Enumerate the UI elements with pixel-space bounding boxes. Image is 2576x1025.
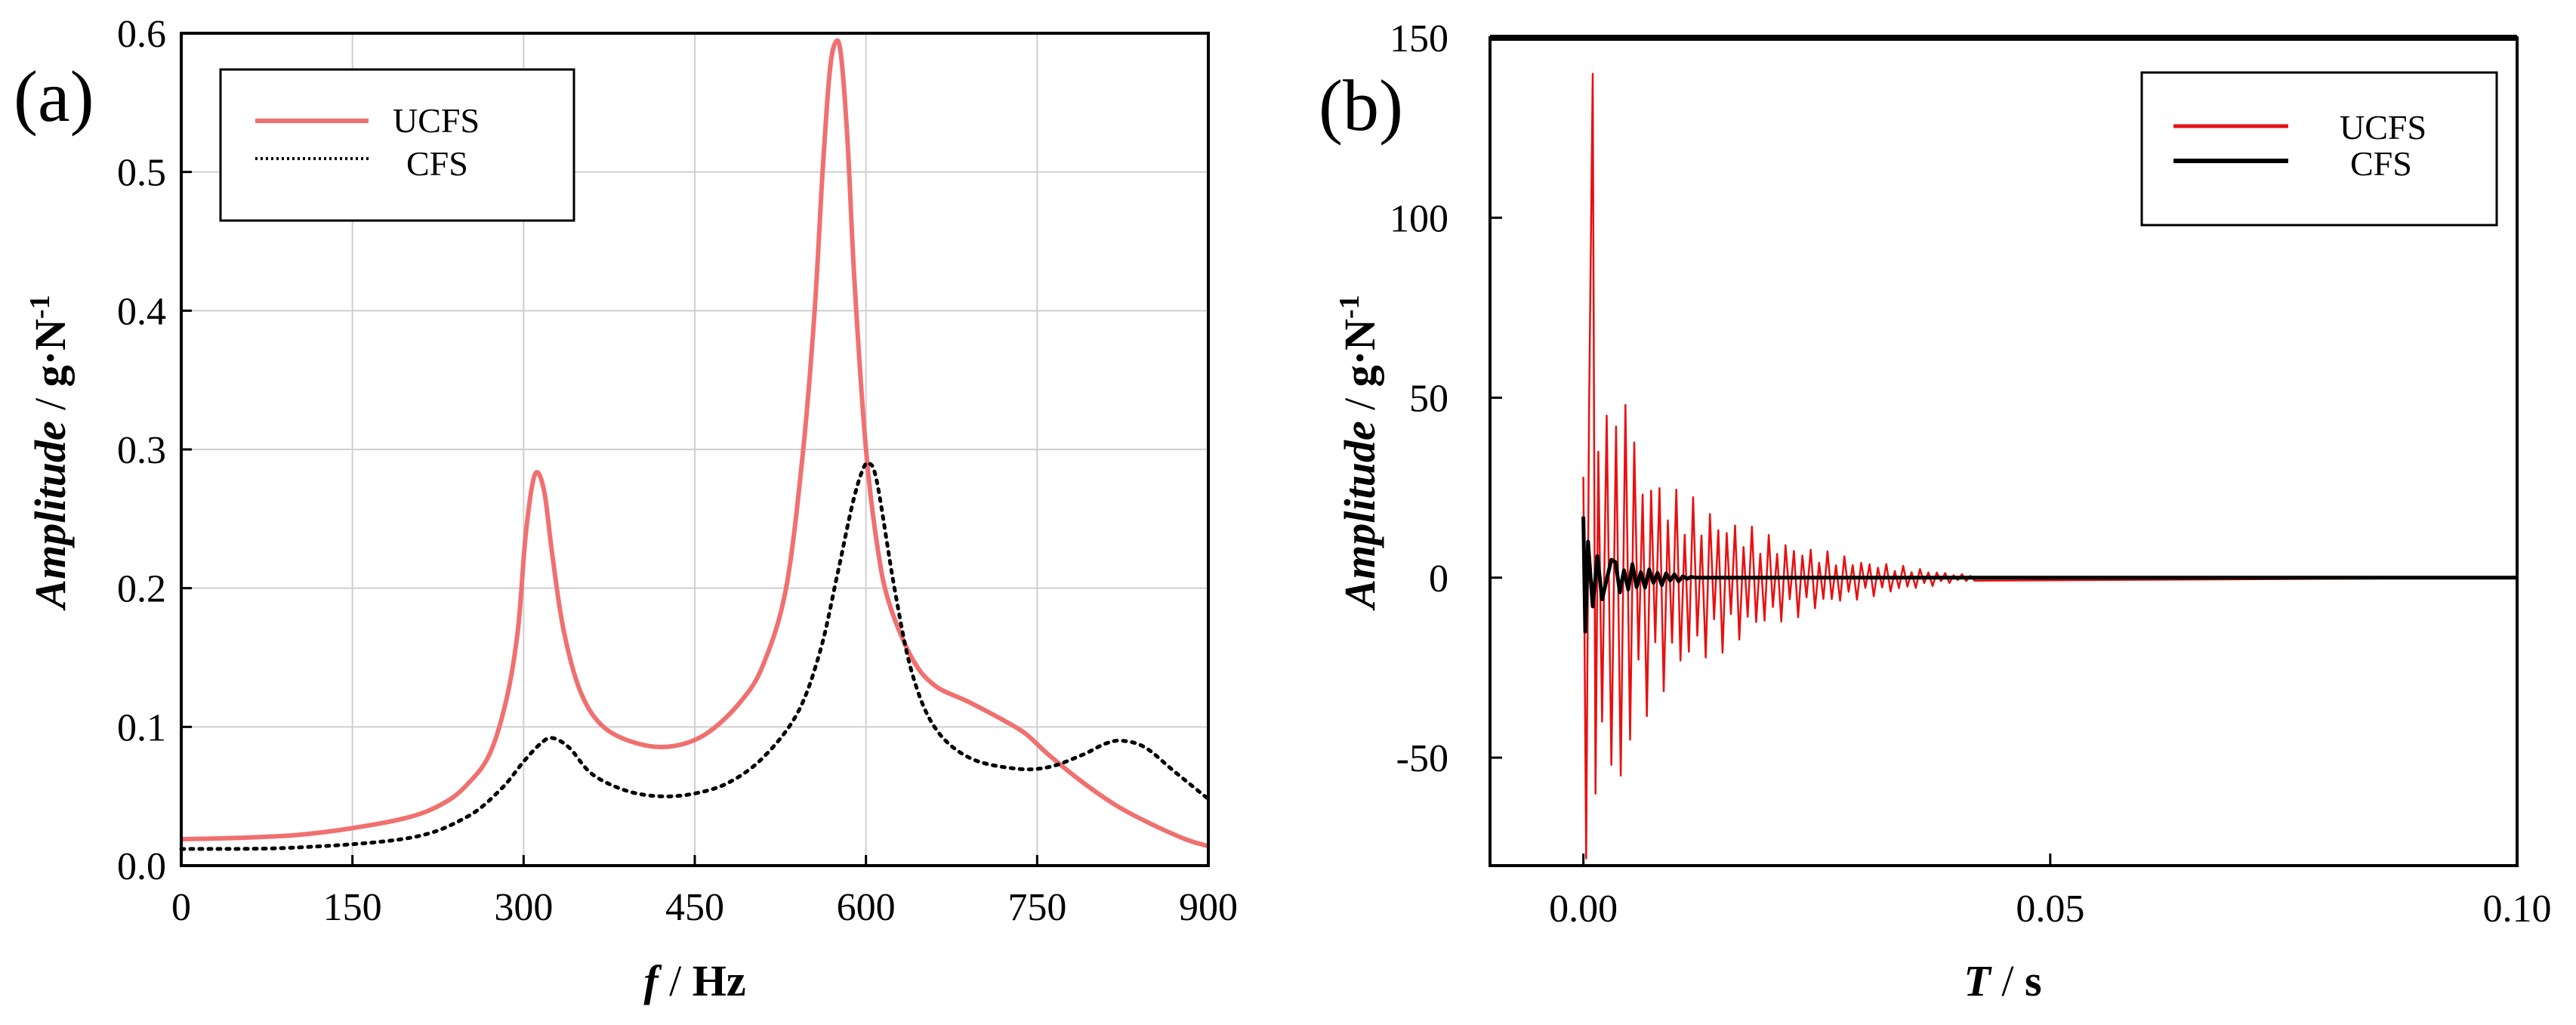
panel-b-x-axis-title: T / s xyxy=(1964,956,2041,1005)
panel-b-y-tick-label-3: 100 xyxy=(1390,197,1448,240)
panel-b-series-ucfs-line xyxy=(1582,73,2518,860)
panel-b-y-axis-title: Amplitude / g·N-1 xyxy=(1334,295,1384,610)
panel-b: (b) -50 0 50 100 150 0.00 0.05 0.10 T / s Ampl… xyxy=(1319,17,2552,1005)
panel-a-series xyxy=(179,38,1211,851)
panel-b-label: (b) xyxy=(1319,65,1403,146)
panel-a-x-tick-label-4: 600 xyxy=(837,886,896,929)
panel-a-y-tick-label-1: 0.1 xyxy=(117,706,166,749)
panel-a-x-tick-label-5: 750 xyxy=(1007,886,1066,929)
panel-a-legend: UCFS CFS xyxy=(219,68,575,222)
panel-b-legend-ucfs-label: UCFS xyxy=(2340,108,2426,147)
panel-a-x-axis-title: f / Hz xyxy=(643,956,745,1005)
panel-a-legend-cfs-label: CFS xyxy=(406,144,468,183)
panel-b-series-cfs-line xyxy=(1581,516,2517,634)
panel-a-y-tick-label-6: 0.6 xyxy=(117,13,166,56)
panel-a-y-tick-label-5: 0.5 xyxy=(117,152,166,195)
panel-a-x-tick-label-0: 0 xyxy=(171,886,191,929)
panel-a-x-tick-label-1: 150 xyxy=(323,886,382,929)
panel-a-y-tick-label-2: 0.2 xyxy=(117,568,166,611)
panel-a-label: (a) xyxy=(14,56,94,137)
panel-b-x-tick-label-0: 0.00 xyxy=(1549,888,1618,931)
panel-a-y-axis-title: Amplitude / g·N-1 xyxy=(24,295,75,610)
panel-a-x-ticks: 0 150 300 450 600 750 900 xyxy=(171,855,1238,929)
panel-b-x-ticks: 0.00 0.05 0.10 xyxy=(1549,854,2552,931)
panel-a-y-tick-label-4: 0.4 xyxy=(117,290,166,333)
panel-a-y-tick-label-3: 0.3 xyxy=(117,429,166,472)
panel-b-y-tick-label-0: -50 xyxy=(1396,737,1448,780)
panel-b-legend-cfs-label: CFS xyxy=(2350,144,2412,183)
panel-b-legend-box xyxy=(2140,71,2498,227)
panel-b-y-tick-label-2: 50 xyxy=(1409,378,1448,421)
panel-b-x-tick-label-1: 0.05 xyxy=(2016,888,2084,931)
panel-a-legend-ucfs-label: UCFS xyxy=(393,101,480,140)
panel-a-series-cfs-line xyxy=(179,460,1211,851)
panel-b-y-ticks: -50 0 50 100 150 xyxy=(1390,17,1502,780)
panel-a-x-tick-label-2: 300 xyxy=(494,886,553,929)
panel-a-x-tick-label-6: 900 xyxy=(1179,886,1238,929)
panel-b-y-tick-label-4: 150 xyxy=(1390,17,1448,60)
panel-b-series xyxy=(1581,73,2518,860)
panel-a-y-tick-label-0: 0.0 xyxy=(117,845,166,888)
panel-a-legend-box xyxy=(219,68,575,222)
panel-b-y-tick-label-1: 0 xyxy=(1429,557,1448,600)
panel-a-series-ucfs-line xyxy=(180,38,1209,849)
panel-a: (a) 0.0 0.1 0.2 0.3 0.4 0.5 0.6 0 150 300 450 600 7… xyxy=(14,13,1238,1005)
panel-a-x-tick-label-3: 450 xyxy=(665,886,724,929)
panel-b-legend: UCFS CFS xyxy=(2140,71,2498,227)
panel-a-y-ticks: 0.0 0.1 0.2 0.3 0.4 0.5 0.6 xyxy=(117,13,192,888)
panel-b-x-tick-label-2: 0.10 xyxy=(2483,888,2552,931)
